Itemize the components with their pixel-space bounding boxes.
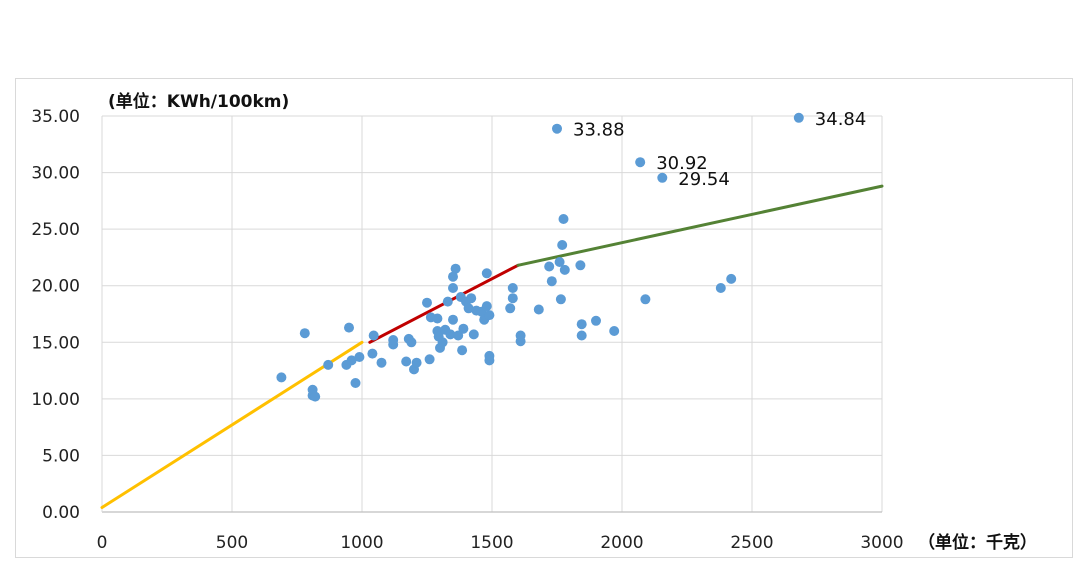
x-tick-labels: 0 500 1000 1500 2000 2500 3000	[97, 533, 904, 553]
data-points	[276, 112, 804, 402]
data-point	[437, 337, 448, 348]
data-point	[481, 268, 492, 279]
data-point	[458, 323, 469, 334]
data-point	[481, 301, 492, 312]
y-tick-label: 5.00	[42, 446, 80, 466]
x-unit-label: （单位：千克）	[918, 532, 1037, 553]
data-point	[546, 276, 557, 287]
data-point	[575, 260, 586, 271]
axes	[101, 116, 882, 513]
x-tick-label: 2500	[730, 533, 773, 553]
x-tick-label: 2000	[600, 533, 643, 553]
data-point	[463, 303, 474, 314]
y-tick-label: 0.00	[42, 503, 80, 523]
data-point	[388, 335, 399, 345]
y-tick-label: 25.00	[31, 220, 80, 240]
data-point	[346, 355, 357, 366]
data-point	[422, 297, 432, 308]
data-point	[411, 357, 422, 368]
data-point	[507, 283, 518, 293]
data-point	[507, 293, 518, 304]
y-tick-label: 10.00	[31, 390, 80, 410]
data-point	[299, 328, 310, 339]
data-label: 29.54	[678, 169, 730, 190]
data-point	[445, 329, 456, 340]
x-tick-label: 0	[97, 533, 108, 553]
y-tick-label: 35.00	[31, 107, 80, 127]
data-point	[323, 359, 334, 370]
data-point	[367, 348, 378, 359]
y-tick-labels: 0.00 5.00 10.00 15.00 20.00 25.00 30.00 35.00	[31, 107, 80, 523]
data-point	[558, 214, 569, 224]
data-point	[368, 330, 379, 341]
data-point	[376, 357, 387, 368]
data-point	[424, 354, 435, 365]
data-point	[406, 337, 417, 348]
chart-frame	[15, 78, 1073, 558]
data-point	[344, 322, 354, 333]
y-tick-label: 30.00	[31, 164, 80, 184]
data-point	[468, 329, 479, 340]
data-point	[310, 391, 321, 402]
data-point	[457, 345, 468, 356]
data-point	[350, 378, 361, 388]
data-point	[552, 123, 562, 134]
data-label: 33.88	[573, 120, 625, 141]
data-point	[354, 352, 365, 362]
data-point	[533, 304, 544, 315]
data-point	[453, 330, 464, 341]
data-point	[401, 356, 412, 367]
data-point	[448, 314, 458, 325]
data-point	[450, 263, 461, 274]
data-point	[432, 313, 443, 324]
data-point	[576, 319, 587, 330]
data-label: 30.92	[656, 153, 708, 174]
data-point	[515, 336, 526, 347]
x-tick-label: 3000	[860, 533, 903, 553]
data-point	[635, 157, 646, 168]
data-point	[466, 293, 477, 304]
data-point	[609, 326, 620, 336]
trend-line	[100, 340, 364, 509]
data-point	[448, 271, 458, 282]
x-tick-label: 500	[216, 533, 248, 553]
data-point	[591, 315, 601, 326]
data-point	[505, 303, 516, 314]
data-point	[793, 112, 804, 123]
data-point	[554, 257, 565, 267]
data-point	[657, 172, 668, 183]
data-point	[555, 294, 566, 305]
data-point	[484, 310, 495, 321]
data-point	[544, 261, 555, 272]
data-label: 34.84	[815, 109, 867, 130]
data-point	[640, 294, 651, 305]
data-point	[557, 240, 568, 250]
data-point	[484, 355, 495, 366]
trend-line	[516, 184, 884, 267]
data-point	[276, 372, 287, 383]
y-tick-label: 15.00	[31, 333, 80, 353]
data-point	[576, 330, 587, 341]
data-point	[715, 283, 726, 293]
data-point	[726, 273, 737, 284]
data-point	[448, 283, 458, 293]
y-tick-label: 20.00	[31, 277, 80, 297]
data-point	[442, 296, 453, 307]
x-tick-label: 1000	[340, 533, 383, 553]
y-unit-label: (单位：KWh/100km)	[108, 91, 289, 112]
x-tick-label: 1500	[470, 533, 513, 553]
data-point	[559, 264, 570, 275]
